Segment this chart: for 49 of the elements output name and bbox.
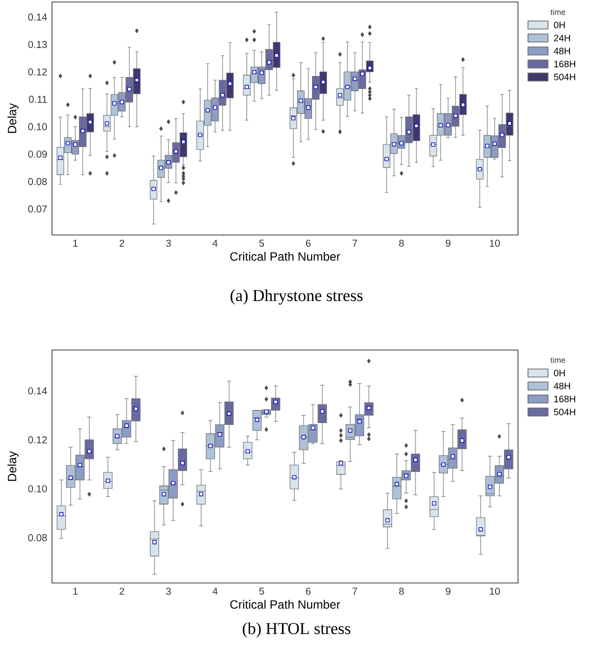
x-tick-label: 8 bbox=[399, 240, 404, 247]
legend-label: 48H bbox=[554, 382, 570, 390]
y-tick-label: 0.08 bbox=[28, 178, 47, 186]
y-tick-label: 0.07 bbox=[28, 205, 47, 213]
y-tick-label: 0.14 bbox=[28, 14, 47, 21]
y-axis-title: Delay bbox=[7, 451, 19, 481]
x-tick-label: 3 bbox=[166, 240, 171, 247]
x-tick-label: 9 bbox=[446, 588, 450, 595]
legend-label: 48H bbox=[554, 48, 570, 54]
y-tick-label: 0.10 bbox=[28, 485, 47, 492]
x-tick-label: 7 bbox=[352, 588, 358, 595]
y-tick-label: 0.11 bbox=[28, 96, 47, 103]
legend-label: 504H bbox=[554, 408, 576, 416]
legend-label: 168H bbox=[554, 396, 576, 402]
x-tick-label: 10 bbox=[490, 240, 500, 247]
legend-label: 0H bbox=[554, 22, 565, 28]
legend-label: 24H bbox=[554, 34, 570, 42]
text: (a) Dhrystone stress bbox=[230, 289, 363, 305]
x-tick-label: 5 bbox=[259, 588, 264, 595]
y-tick-label: 0.12 bbox=[28, 436, 47, 444]
x-tick-label: 2 bbox=[120, 588, 124, 595]
x-axis-title: Critical Path Number bbox=[230, 600, 340, 609]
x-tick-label: 3 bbox=[166, 588, 171, 595]
legend-title: time bbox=[550, 9, 566, 15]
text: (b) HTOL stress bbox=[242, 622, 350, 638]
x-axis-title: Critical Path Number bbox=[230, 252, 340, 261]
y-tick-label: 0.14 bbox=[28, 387, 47, 394]
x-tick-label: 2 bbox=[120, 240, 124, 247]
legend-label: 504H bbox=[554, 74, 576, 80]
legend-label: 0H bbox=[554, 370, 565, 376]
x-tick-label: 7 bbox=[352, 240, 358, 247]
y-tick-label: 0.13 bbox=[28, 40, 47, 48]
x-tick-label: 9 bbox=[446, 240, 450, 247]
x-tick-label: 10 bbox=[490, 588, 500, 595]
x-tick-label: 1 bbox=[73, 240, 78, 247]
x-tick-label: 6 bbox=[306, 588, 311, 595]
y-axis-title: Delay bbox=[7, 103, 19, 133]
y-tick-label: 0.12 bbox=[28, 68, 47, 76]
x-tick-label: 4 bbox=[212, 240, 218, 247]
x-tick-label: 1 bbox=[73, 588, 78, 595]
x-tick-label: 5 bbox=[259, 240, 264, 247]
x-tick-label: 6 bbox=[306, 240, 311, 247]
y-tick-label: 0.09 bbox=[28, 150, 47, 158]
y-tick-label: 0.10 bbox=[28, 123, 47, 130]
y-tick-label: 0.08 bbox=[28, 534, 47, 542]
x-tick-label: 8 bbox=[399, 588, 404, 595]
x-tick-label: 4 bbox=[212, 588, 218, 595]
legend-label: 168H bbox=[554, 60, 576, 68]
legend-title: time bbox=[550, 357, 566, 363]
